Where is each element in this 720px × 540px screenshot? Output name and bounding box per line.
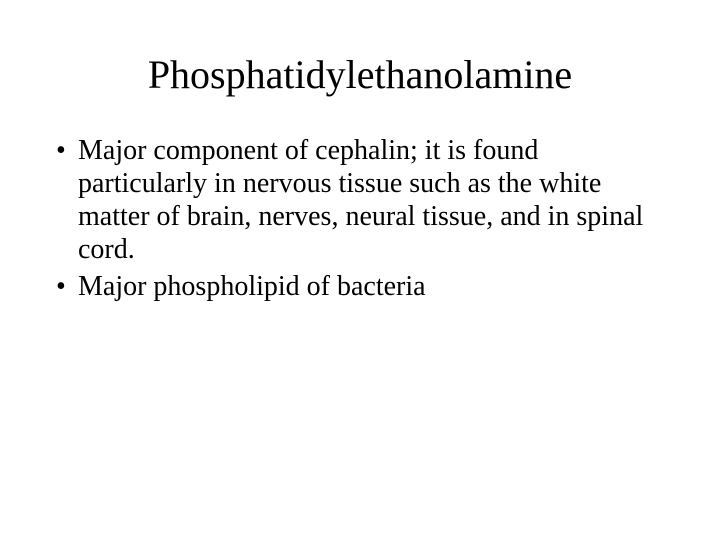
slide-body: • Major component of cephalin; it is fou…	[54, 134, 666, 303]
bullet-icon: •	[54, 270, 78, 303]
bullet-icon: •	[54, 134, 78, 167]
slide-container: Phosphatidylethanolamine • Major compone…	[0, 0, 720, 540]
bullet-text: Major component of cephalin; it is found…	[78, 134, 666, 266]
slide-title: Phosphatidylethanolamine	[54, 52, 666, 98]
list-item: • Major phospholipid of bacteria	[54, 270, 666, 303]
bullet-text: Major phospholipid of bacteria	[78, 270, 666, 303]
list-item: • Major component of cephalin; it is fou…	[54, 134, 666, 266]
